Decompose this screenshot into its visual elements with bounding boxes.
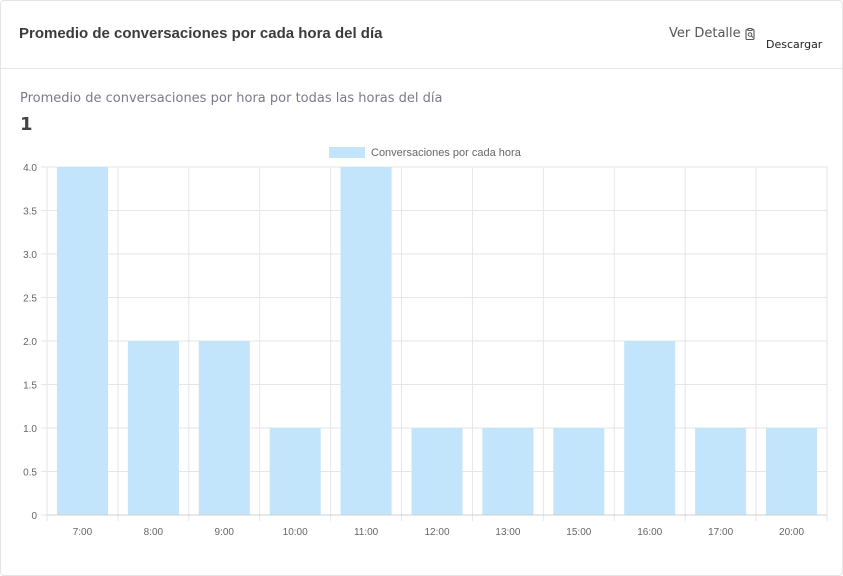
ver-detalle-link[interactable]: Ver Detalle — [669, 26, 756, 41]
bar — [624, 341, 676, 515]
y-tick-label: 1.0 — [23, 424, 37, 435]
bar — [198, 341, 250, 515]
x-tick-label: 15:00 — [566, 527, 591, 538]
x-tick-label: 10:00 — [283, 527, 308, 538]
bar — [340, 167, 392, 515]
y-tick-label: 0 — [31, 511, 37, 522]
bar — [269, 428, 321, 515]
x-tick-label: 20:00 — [779, 527, 804, 538]
x-tick-label: 9:00 — [215, 527, 235, 538]
card-title: Promedio de conversaciones por cada hora… — [19, 25, 383, 42]
x-tick-label: 11:00 — [354, 527, 379, 538]
clipboard-search-icon — [745, 27, 756, 40]
legend-label: Conversaciones por cada hora — [371, 147, 522, 159]
bar-chart: Conversaciones por cada hora 0 0.5 1.0 1.5 2.… — [23, 147, 828, 538]
bar — [553, 428, 605, 515]
legend-swatch — [329, 147, 365, 158]
y-tick-label: 3.5 — [23, 207, 37, 218]
x-tick-label: 17:00 — [708, 527, 733, 538]
card-header: Promedio de conversaciones por cada hora… — [1, 1, 842, 69]
descargar-button[interactable]: Descargar — [766, 38, 823, 51]
y-tick-label: 2.5 — [23, 294, 37, 305]
y-tick-label: 2.0 — [23, 337, 37, 348]
x-tick-label: 8:00 — [144, 527, 164, 538]
bar — [411, 428, 463, 515]
x-tick-label: 7:00 — [73, 527, 93, 538]
y-tick-label: 0.5 — [23, 468, 37, 479]
x-tick-label: 13:00 — [495, 527, 520, 538]
ver-detalle-label: Ver Detalle — [669, 26, 741, 41]
x-tick-label: 12:00 — [424, 527, 449, 538]
bar — [482, 428, 534, 515]
bar — [695, 428, 747, 515]
summary-value: 1 — [20, 114, 33, 135]
bar — [127, 341, 179, 515]
y-tick-label: 4.0 — [23, 163, 37, 174]
bar — [766, 428, 818, 515]
chart-subtitle: Promedio de conversaciones por hora por … — [20, 91, 443, 106]
y-tick-label: 3.0 — [23, 250, 37, 261]
y-tick-label: 1.5 — [23, 381, 37, 392]
x-tick-label: 16:00 — [637, 527, 662, 538]
bar — [56, 167, 108, 515]
